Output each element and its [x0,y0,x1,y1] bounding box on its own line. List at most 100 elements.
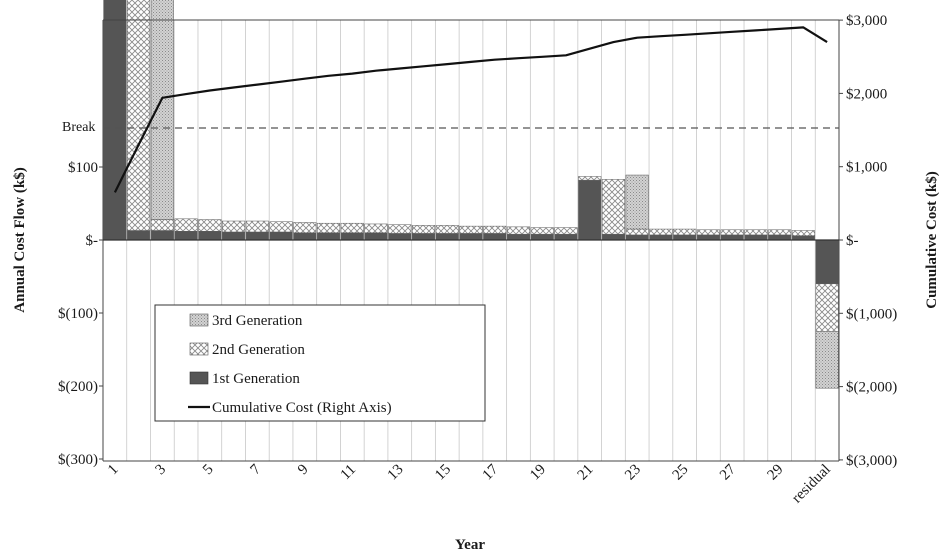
bar-segment-1st-generation [506,233,531,241]
bar-segment-2nd-generation [198,219,222,232]
bar-segment-2nd-generation [720,229,744,236]
bar-segment-1st-generation [127,230,151,241]
break-label: Break [62,120,95,135]
bar-segment-1st-generation [601,233,625,241]
bar-segment-2nd-generation [744,229,768,236]
left-axis-ticks: $(300)$(200)$(100)$-$100$600$700 [58,160,103,468]
x-tick-label: 7 [248,461,265,478]
bar-segment-2nd-generation [293,222,317,233]
x-tick-label: 21 [575,462,597,484]
bar-segment-2nd-generation [696,229,720,236]
x-tick-label: 29 [765,462,787,484]
y-tick-label: $(200) [58,379,98,395]
y2-tick-label: $1,000 [846,160,887,176]
bar-segment-1st-generation [554,233,578,241]
bar-segment-2nd-generation [222,220,246,233]
bar-segment-2nd-generation [673,228,697,236]
x-tick-label: 23 [622,462,644,484]
bar-segment-1st-generation [673,234,697,241]
bar-segment-3rd-generation [815,331,839,389]
bar-segment-1st-generation [720,234,744,241]
bar-segment-2nd-generation [554,227,578,235]
bar-segment-1st-generation [625,234,649,241]
bar-segment-2nd-generation [435,225,459,234]
bar-segment-1st-generation [198,230,222,241]
bar-segment-2nd-generation [791,230,815,236]
x-tick-label: 1 [105,462,122,479]
bar-segment-2nd-generation [768,229,792,236]
bar-segment-3rd-generation [625,174,649,230]
y2-tick-label: $(1,000) [846,306,897,322]
bar-segment-2nd-generation [317,222,341,233]
right-axis-ticks: $(3,000) $(2,000) $(1,000) $- $1,000 $2,000 $3… [839,13,897,469]
cumulative-cost-line [113,26,828,193]
y2-tick-label: $(2,000) [846,380,897,396]
bar-segment-2nd-generation [483,225,507,234]
bar-segment-1st-generation [744,234,768,241]
x-tick-label: 11 [338,462,360,484]
legend-swatch-2nd-generation [189,342,209,356]
bar-segment-2nd-generation [364,223,388,233]
x-axis-title: Year [455,537,485,552]
x-tick-label: 15 [432,462,454,484]
bar-segment-2nd-generation [174,218,198,232]
bar-segment-2nd-generation [625,228,649,236]
bar-segment-1st-generation [649,234,673,241]
bar-segment-2nd-generation [459,225,483,234]
bar-segment-1st-generation [791,235,815,241]
bar-segment-2nd-generation [601,179,625,235]
x-tick-label: 9 [295,462,312,479]
y-tick-label: $(300) [58,452,98,468]
bar-segment-1st-generation [340,232,364,241]
bar-segment-1st-generation [222,231,246,241]
bar-segment-2nd-generation [506,226,531,235]
y-axis-title: Annual Cost Flow (k$) [12,167,28,312]
legend-label-1st-generation: 1st Generation [212,371,300,387]
axis-break: Break [62,120,839,135]
bar-segment-1st-generation [150,230,174,241]
x-tick-label: residual [789,462,834,507]
bar-segment-2nd-generation [127,0,151,231]
bar-segment-2nd-generation [340,222,364,233]
y-tick-label: $- [86,233,99,249]
bar-segment-1st-generation [530,233,554,241]
bar-segment-1st-generation [174,230,198,241]
y-tick-label: $100 [68,160,98,176]
y2-tick-label: $(3,000) [846,453,897,469]
legend-swatch-1st-generation [189,371,209,385]
bar-segment-3rd-generation [150,0,174,220]
bar-segment-2nd-generation [649,228,673,236]
bar-segment-1st-generation [815,239,839,285]
bar-segment-2nd-generation [578,176,602,181]
bar-segment-2nd-generation [411,225,436,234]
y2-tick-label: $- [846,233,859,249]
bar-segment-1st-generation [435,233,459,241]
bar-segment-1st-generation [483,233,507,241]
bar-segment-1st-generation [411,233,436,241]
bar-segment-1st-generation [293,232,317,241]
bar-segment-1st-generation [269,231,293,241]
bar-segment-2nd-generation [269,221,293,233]
bar-segment-1st-generation [317,232,341,241]
x-tick-label: 13 [385,462,407,484]
x-tick-label: 17 [480,461,502,483]
bar-segment-2nd-generation [530,227,554,235]
x-tick-label: 5 [200,462,217,479]
bar-segment-1st-generation [388,233,412,241]
x-tick-label: 25 [670,462,692,484]
bar-series [103,0,839,389]
bar-segment-2nd-generation [245,220,269,233]
legend-swatch-3rd-generation [189,313,209,327]
x-tick-label: 3 [153,462,170,479]
x-tick-label: 19 [527,462,549,484]
cumulative-line [113,26,828,193]
legend-label-cumulative-cost: Cumulative Cost (Right Axis) [212,400,392,416]
legend-label-3rd-generation: 3rd Generation [212,313,303,329]
bar-segment-1st-generation [364,232,388,241]
y2-axis-title: Cumulative Cost (k$) [924,171,940,309]
x-tick-label: 27 [717,461,739,483]
bar-segment-2nd-generation [150,219,174,231]
bar-segment-1st-generation [578,179,602,241]
legend: 3rd Generation 2nd Generation 1st Genera… [154,304,486,422]
